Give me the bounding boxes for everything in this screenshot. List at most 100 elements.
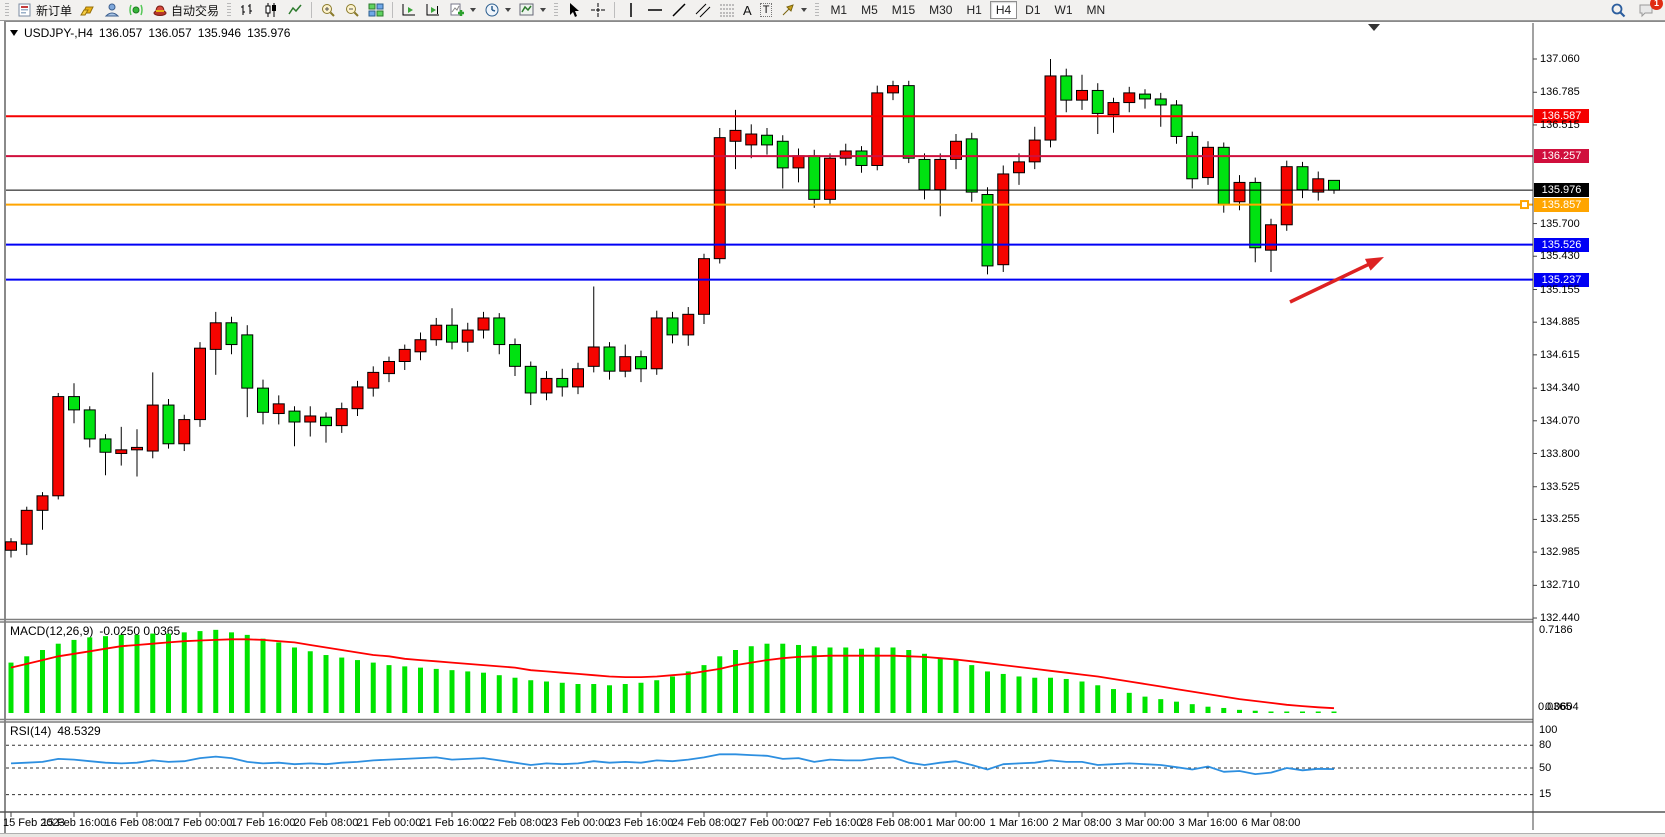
candle-up xyxy=(194,347,206,421)
date-label: 17 Feb 16:00 xyxy=(230,817,296,829)
signal-button[interactable] xyxy=(125,1,147,20)
candle-down xyxy=(855,150,868,166)
candle-up xyxy=(1013,161,1025,174)
tab-m30[interactable]: M30 xyxy=(923,1,958,19)
trendline-tool-button[interactable] xyxy=(668,1,690,20)
chart-template-icon xyxy=(519,2,535,18)
candlestick-icon xyxy=(263,2,279,18)
toolbar: 新订单 自动交易 xyxy=(0,0,1665,21)
date-label: 1 Mar 00:00 xyxy=(926,817,986,829)
gold-ingot-icon xyxy=(80,2,96,18)
chart-high-value: 136.057 xyxy=(148,26,192,40)
tab-m1[interactable]: M1 xyxy=(824,1,853,19)
candle-down xyxy=(1328,179,1340,191)
indicators-button[interactable] xyxy=(446,1,479,20)
rsi-scale-label: 50 xyxy=(1539,762,1552,774)
zoom-out-button[interactable] xyxy=(341,1,363,20)
tab-m5[interactable]: M5 xyxy=(855,1,884,19)
chart-shift-marker-icon xyxy=(1368,24,1380,31)
date-label: 2 Mar 08:00 xyxy=(1052,817,1112,829)
macd-histogram-bar xyxy=(229,632,234,713)
date-label: 23 Feb 00:00 xyxy=(545,817,611,829)
market-watch-gold-button[interactable] xyxy=(77,1,99,20)
support-person-icon xyxy=(104,2,120,18)
trend-arrow-head[interactable] xyxy=(1364,257,1384,271)
macd-histogram-bar xyxy=(8,662,14,713)
tile-windows-button[interactable] xyxy=(365,1,387,20)
macd-histogram-bar xyxy=(1252,710,1258,713)
zoom-in-button[interactable] xyxy=(317,1,339,20)
macd-histogram-bar xyxy=(323,655,329,713)
equidistant-channel-icon xyxy=(695,2,711,18)
date-label: 15 Feb 2023 xyxy=(3,817,65,829)
line-chart-type-button[interactable] xyxy=(284,1,306,20)
candle-up xyxy=(461,329,474,343)
horizontal-line-tool-button[interactable] xyxy=(644,1,666,20)
templates-button[interactable] xyxy=(516,1,549,20)
macd-histogram-bar xyxy=(465,671,471,713)
toolbar-grip[interactable] xyxy=(815,3,820,17)
macd-histogram-bar xyxy=(276,642,282,713)
support-button[interactable] xyxy=(101,1,123,20)
tile-windows-icon xyxy=(368,2,384,18)
cursor-tool-button[interactable] xyxy=(563,1,585,20)
macd-histogram-bar xyxy=(780,643,786,713)
candle-down xyxy=(241,334,254,389)
price-tick-label: 136.515 xyxy=(1540,118,1580,131)
macd-histogram-bar xyxy=(418,667,423,713)
price-tick-label: 134.340 xyxy=(1540,382,1580,395)
clock-icon xyxy=(484,2,500,18)
bar-chart-type-button[interactable] xyxy=(236,1,258,20)
macd-histogram-bar xyxy=(1126,692,1132,713)
candle-up xyxy=(1280,166,1293,226)
macd-histogram-bar xyxy=(87,637,93,713)
candle-up xyxy=(713,137,726,260)
macd-histogram-bar xyxy=(1048,677,1053,713)
toolbar-grip[interactable] xyxy=(5,3,9,17)
toolbar-grip[interactable] xyxy=(554,3,559,17)
macd-histogram-bar xyxy=(150,633,156,713)
crosshair-tool-button[interactable] xyxy=(587,1,609,20)
macd-histogram-bar xyxy=(71,639,77,713)
candle-down xyxy=(1091,89,1104,114)
candle-up xyxy=(729,129,742,142)
macd-histogram-bar xyxy=(449,670,455,713)
channel-tool-button[interactable] xyxy=(692,1,714,20)
macd-histogram-bar xyxy=(717,656,723,713)
tab-w1[interactable]: W1 xyxy=(1049,1,1079,19)
macd-histogram-bar xyxy=(260,638,266,713)
search-button[interactable] xyxy=(1607,1,1629,20)
candle-down xyxy=(1296,166,1309,191)
tab-d1[interactable]: D1 xyxy=(1019,1,1046,19)
date-label: 27 Feb 16:00 xyxy=(797,817,863,829)
toolbar-grip[interactable] xyxy=(227,3,232,17)
text-label-tool-button[interactable]: T xyxy=(757,1,776,20)
chart-shift-icon xyxy=(425,2,441,18)
tab-m15[interactable]: M15 xyxy=(886,1,921,19)
macd-histogram-bar xyxy=(512,677,518,713)
arrows-tool-button[interactable] xyxy=(777,1,810,20)
fibonacci-tool-button[interactable] xyxy=(716,1,738,20)
chevron-down-icon xyxy=(505,8,512,12)
candle-up xyxy=(839,150,852,159)
candle-up xyxy=(52,396,65,497)
tab-mn[interactable]: MN xyxy=(1081,1,1112,19)
price-tick-label: 134.615 xyxy=(1540,348,1580,361)
tab-h4[interactable]: H4 xyxy=(989,1,1018,19)
auto-trading-button[interactable]: 自动交易 xyxy=(149,1,222,20)
vertical-line-tool-button[interactable] xyxy=(620,1,642,20)
text-tool-button[interactable]: A xyxy=(740,1,755,20)
chart-shift-button[interactable] xyxy=(422,1,444,20)
new-order-button[interactable]: 新订单 xyxy=(14,1,75,20)
macd-histogram-bar xyxy=(748,646,754,713)
auto-scroll-button[interactable] xyxy=(398,1,420,20)
macd-histogram-bar xyxy=(1237,709,1242,713)
candle-down xyxy=(320,416,332,427)
candlestick-chart-type-button[interactable] xyxy=(260,1,282,20)
periods-button[interactable] xyxy=(481,1,514,20)
macd-histogram-bar xyxy=(244,634,250,713)
notification-badge[interactable]: 1 xyxy=(1650,0,1663,10)
tab-h1[interactable]: H1 xyxy=(960,1,987,19)
chart-symbol-period: USDJPY-,H4 xyxy=(24,26,93,40)
